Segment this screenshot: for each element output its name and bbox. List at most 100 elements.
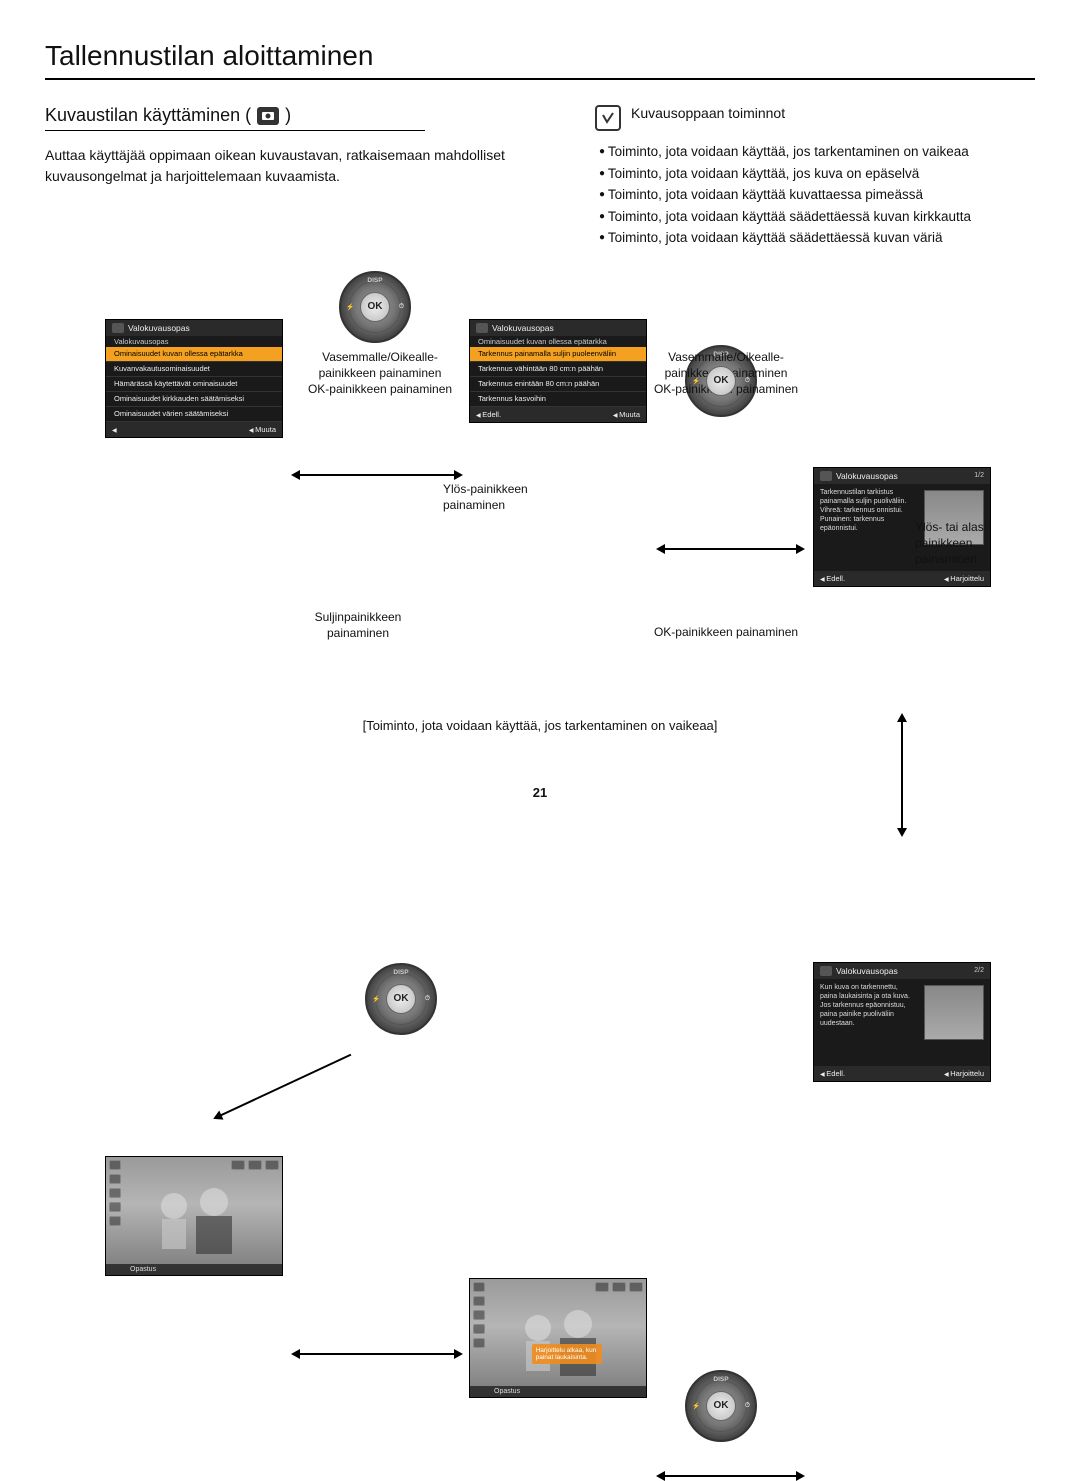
note-icon — [595, 105, 621, 131]
photo-content — [470, 1279, 646, 1397]
camera-icon — [476, 323, 488, 333]
right-column: Kuvausoppaan toiminnot Toiminto, jota vo… — [595, 105, 1035, 249]
arrow-vertical — [901, 715, 903, 835]
ok-dial: DISP ⚡ ⏱ OK — [365, 963, 437, 1035]
arrow-horizontal — [293, 1353, 461, 1355]
ok-button: OK — [706, 1391, 736, 1421]
ok-button: OK — [386, 984, 416, 1014]
arrow-horizontal — [293, 474, 461, 476]
caption-text: Vasemmalle/Oikealle-painikkeen painamine… — [305, 349, 455, 381]
photo-side-icons — [109, 1160, 123, 1272]
lcd-header: Valokuvausopas — [106, 320, 282, 336]
intro-text: Auttaa käyttäjää oppimaan oikean kuvaust… — [45, 145, 525, 187]
dial-disp-label: DISP — [393, 969, 408, 976]
footer-label: Muuta — [249, 425, 276, 434]
camera-mode-icon — [257, 107, 279, 125]
photo-footer: Opastus — [470, 1386, 646, 1397]
lcd-body-text: Tarkennustilan tarkistus painamalla sulj… — [814, 484, 919, 537]
footer-label: Edell. — [820, 574, 845, 583]
ok-dial: DISP ⚡ ⏱ OK — [685, 1370, 757, 1442]
lcd-subtitle: Ominaisuudet kuvan ollessa epätarkka — [470, 336, 646, 347]
ok-button: OK — [360, 292, 390, 322]
camera-icon — [820, 471, 832, 481]
lcd-subtitle: Valokuvausopas — [106, 336, 282, 347]
lcd-row: Tarkennus kasvoihin — [470, 392, 646, 407]
page-number: 21 — [533, 785, 547, 800]
lcd-row: Tarkennus painamalla suljin puoleenvälii… — [470, 347, 646, 362]
timer-icon: ⏱ — [399, 303, 404, 311]
arrow-horizontal — [658, 548, 803, 550]
lcd-body: Ominaisuudet kuvan ollessa epätarkka Kuv… — [106, 347, 282, 422]
lcd-footer: Edell.Harjoittelu — [814, 1066, 990, 1081]
arrow-diagonal — [215, 1054, 352, 1119]
footer-label: Harjoittelu — [944, 1069, 984, 1078]
footer-label: Harjoittelu — [944, 574, 984, 583]
intro-row: Kuvaustilan käyttäminen ( ) Auttaa käytt… — [45, 105, 1035, 249]
lcd-row: Hämärässä käytettävät ominaisuudet — [106, 377, 282, 392]
lcd-footer: Muuta — [106, 422, 282, 437]
left-column: Kuvaustilan käyttäminen ( ) Auttaa käytt… — [45, 105, 555, 249]
subheading: Kuvaustilan käyttäminen ( ) — [45, 105, 425, 131]
caption-up: Ylös-painikkeen painaminen — [443, 481, 553, 513]
caption-ok-3: OK-painikkeen painaminen — [651, 624, 801, 640]
dial-disp-label: DISP — [713, 1376, 728, 1383]
lcd-body-text: Kun kuva on tarkennettu, paina laukaisin… — [814, 979, 919, 1032]
caption-left-right-1: Vasemmalle/Oikealle-painikkeen painamine… — [305, 349, 455, 398]
photo-preview-1: Opastus — [105, 1156, 283, 1276]
bullet-item: Toiminto, jota voidaan käyttää, jos tark… — [599, 141, 1035, 163]
photo-top-icons — [595, 1282, 643, 1292]
lcd-title: Valokuvausopas — [836, 966, 898, 976]
lcd-row: Ominaisuudet kuvan ollessa epätarkka — [106, 347, 282, 362]
lcd-header: Valokuvausopas — [470, 320, 646, 336]
lcd-row: Ominaisuudet värien säätämiseksi — [106, 407, 282, 422]
dial-disp-label: DISP — [367, 277, 382, 284]
ok-button: OK — [706, 366, 736, 396]
photo-overlay-tip: Harjoittelu alkaa, kun painat laukaisint… — [532, 1344, 602, 1364]
diagram-area: Valokuvausopas Valokuvausopas Ominaisuud… — [45, 259, 1035, 789]
flash-icon: ⚡ — [372, 995, 380, 1003]
bullet-list: Toiminto, jota voidaan käyttää, jos tark… — [599, 141, 1035, 249]
lcd-title: Valokuvausopas — [836, 471, 898, 481]
lcd-header: Valokuvausopas — [814, 963, 990, 979]
photo-top-icons — [231, 1160, 279, 1170]
footer-label: Edell. — [476, 410, 501, 419]
flash-icon: ⚡ — [346, 303, 354, 311]
lcd-footer: Edell. Harjoittelu — [814, 571, 990, 586]
lcd-row: Tarkennus enintään 80 cm:n päähän — [470, 377, 646, 392]
bottom-caption: [Toiminto, jota voidaan käyttää, jos tar… — [45, 718, 1035, 733]
lcd-body: Tarkennus painamalla suljin puoleenvälii… — [470, 347, 646, 407]
photo-side-icons — [473, 1282, 487, 1394]
lcd-screen-1: Valokuvausopas Valokuvausopas Ominaisuud… — [105, 319, 283, 438]
lcd-title: Valokuvausopas — [492, 323, 554, 333]
lcd-screen-2: Valokuvausopas Ominaisuudet kuvan olless… — [469, 319, 647, 423]
camera-icon — [112, 323, 124, 333]
timer-icon: ⏱ — [745, 1402, 750, 1410]
photo-content — [106, 1157, 282, 1275]
photo-preview-2: Harjoittelu alkaa, kun painat laukaisint… — [469, 1278, 647, 1398]
note-row: Kuvausoppaan toiminnot — [595, 105, 1035, 131]
lcd-thumbnail — [924, 985, 984, 1040]
ok-dial: DISP ⚡ ⏱ OK — [339, 271, 411, 343]
lcd-title: Valokuvausopas — [128, 323, 190, 333]
timer-icon: ⏱ — [425, 995, 430, 1003]
caption-up-down: Ylös- tai alas-painikkeen painaminen — [915, 519, 1025, 568]
subheading-close: ) — [285, 105, 291, 126]
bullet-item: Toiminto, jota voidaan käyttää kuvattaes… — [599, 184, 1035, 206]
lcd-row: Kuvanvakautusominaisuudet — [106, 362, 282, 377]
arrow-horizontal — [658, 1475, 803, 1477]
lcd-row: Ominaisuudet kirkkauden säätämiseksi — [106, 392, 282, 407]
bullet-item: Toiminto, jota voidaan käyttää, jos kuva… — [599, 163, 1035, 185]
bullet-item: Toiminto, jota voidaan käyttää säädettäe… — [599, 206, 1035, 228]
caption-text: OK-painikkeen painaminen — [305, 381, 455, 397]
flash-icon: ⚡ — [692, 1402, 700, 1410]
bullet-item: Toiminto, jota voidaan käyttää säädettäe… — [599, 227, 1035, 249]
subheading-text: Kuvaustilan käyttäminen ( — [45, 105, 251, 126]
photo-footer: Opastus — [106, 1264, 282, 1275]
page-title: Tallennustilan aloittaminen — [45, 40, 1035, 80]
page-indicator: 1/2 — [974, 472, 984, 479]
lcd-footer: Edell. Muuta — [470, 407, 646, 422]
page-indicator: 2/2 — [974, 967, 984, 974]
footer-label: Muuta — [613, 410, 640, 419]
lcd-row: Tarkennus vähintään 80 cm:n päähän — [470, 362, 646, 377]
lcd-screen-4: Valokuvausopas 2/2 Kun kuva on tarkennet… — [813, 962, 991, 1082]
